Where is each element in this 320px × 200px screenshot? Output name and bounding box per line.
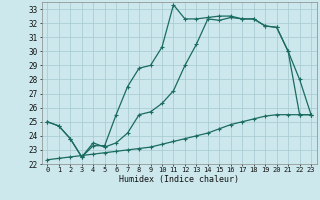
X-axis label: Humidex (Indice chaleur): Humidex (Indice chaleur): [119, 175, 239, 184]
